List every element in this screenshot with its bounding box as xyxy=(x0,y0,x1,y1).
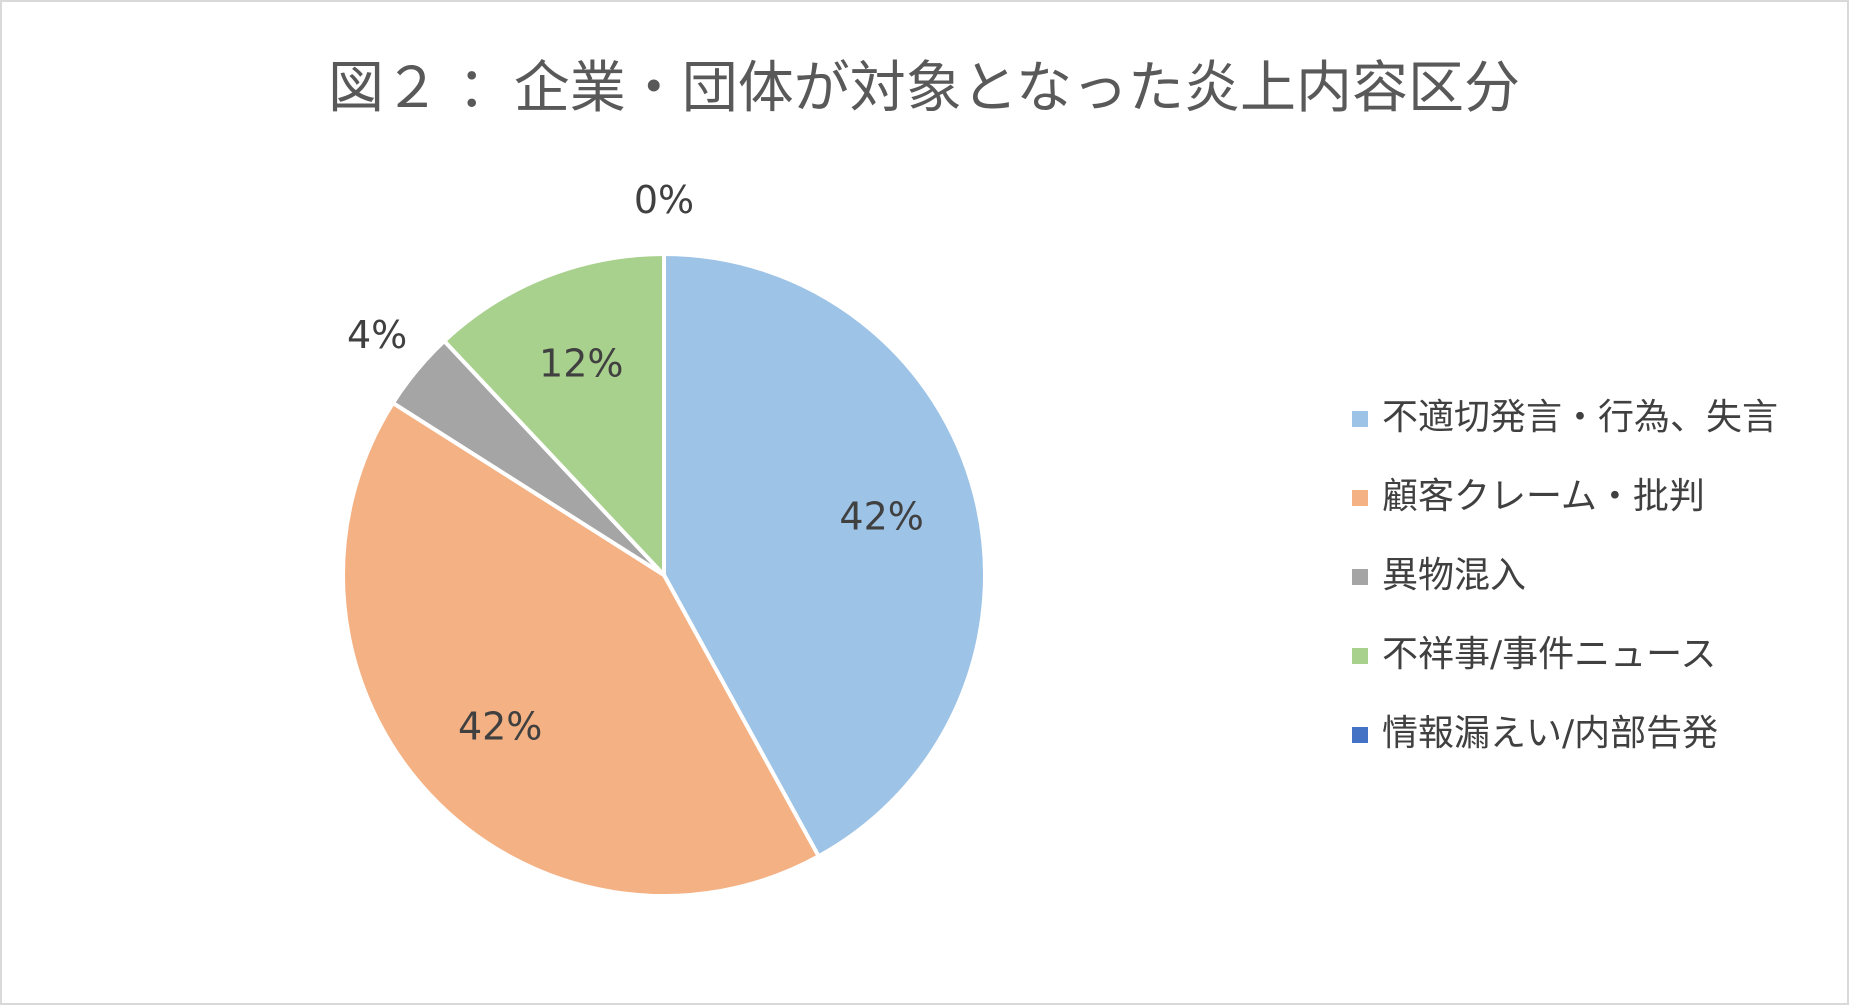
legend-swatch xyxy=(1352,648,1368,664)
legend-swatch xyxy=(1352,727,1368,743)
data-label: 4% xyxy=(347,313,407,357)
legend-swatch xyxy=(1352,569,1368,585)
legend-label: 情報漏えい/内部告発 xyxy=(1382,713,1718,754)
data-label: 42% xyxy=(839,495,923,539)
legend-label: 不祥事/事件ニュース xyxy=(1382,634,1716,675)
pie-slice xyxy=(662,251,987,860)
data-label: 12% xyxy=(539,342,623,386)
pie-slice xyxy=(441,251,666,581)
legend-label: 異物混入 xyxy=(1382,555,1526,596)
legend-label: 顧客クレーム・批判 xyxy=(1382,476,1705,517)
legend-swatch xyxy=(1352,490,1368,506)
chart-title: 図２ ：企業・団体が対象となった炎上内容区分 xyxy=(328,56,1520,121)
data-label: 42% xyxy=(458,704,542,748)
legend-label: 不適切発言・行為、失言 xyxy=(1382,397,1778,438)
legend-swatch xyxy=(1352,411,1368,427)
pie-slice xyxy=(341,400,822,898)
data-label: 0% xyxy=(634,178,694,222)
